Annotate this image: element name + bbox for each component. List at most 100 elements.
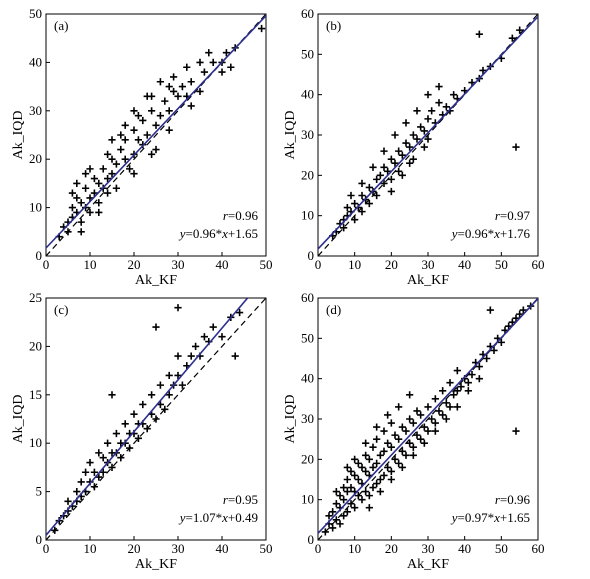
fit-equation: y=0.96*x+1.65 <box>178 226 258 241</box>
data-point <box>170 87 178 96</box>
y-tick-label: 60 <box>301 290 314 305</box>
y-tick-label: 20 <box>301 167 314 182</box>
data-point <box>174 352 182 360</box>
data-point <box>82 468 90 476</box>
data-point <box>99 165 107 173</box>
data-point <box>376 451 384 459</box>
data-point <box>483 354 491 363</box>
data-point <box>369 443 377 451</box>
x-tick-label: 0 <box>43 257 50 272</box>
data-point <box>402 139 410 147</box>
data-point <box>152 121 160 129</box>
data-point <box>209 323 217 331</box>
data-point <box>90 189 98 197</box>
data-point <box>343 463 351 471</box>
y-tick-label: 10 <box>301 492 314 507</box>
data-point <box>121 155 129 163</box>
fit-line <box>318 298 538 535</box>
data-point <box>373 175 381 183</box>
data-point <box>479 66 487 75</box>
data-point <box>424 91 432 99</box>
fit-equation: y=0.97*x+1.65 <box>450 510 530 525</box>
data-point <box>402 427 410 435</box>
data-point <box>417 411 425 419</box>
data-point <box>347 500 355 508</box>
y-axis-title: Ak_IQD <box>283 111 298 160</box>
y-axis-title: Ak_IQD <box>11 111 26 160</box>
data-point <box>384 167 392 175</box>
x-tick-label: 40 <box>216 541 229 556</box>
data-point <box>134 112 142 120</box>
data-point <box>231 352 239 360</box>
panel-label: (d) <box>326 302 341 317</box>
data-point <box>351 199 359 208</box>
data-point <box>409 419 417 427</box>
data-point <box>431 395 439 403</box>
data-point <box>347 467 355 476</box>
data-point <box>121 136 129 144</box>
y-tick-label: 20 <box>29 338 42 353</box>
x-tick-label: 20 <box>128 541 141 556</box>
scatter-panel-2: 0 10 20 30 40 50 60 0 10 20 30 40 50 60 Ak_KF Ak_IQD (b)… <box>283 6 545 288</box>
data-point <box>512 143 520 151</box>
data-point <box>512 427 520 435</box>
x-tick-label: 30 <box>422 257 435 272</box>
data-point <box>130 170 138 178</box>
data-point <box>183 63 191 71</box>
data-point <box>431 419 439 427</box>
data-point <box>82 170 90 178</box>
data-point <box>446 379 454 387</box>
data-point <box>121 420 129 428</box>
data-point <box>431 427 439 435</box>
y-tick-label: 20 <box>301 451 314 466</box>
data-point <box>209 58 217 66</box>
data-point <box>391 431 399 439</box>
data-point <box>108 136 116 144</box>
data-point <box>384 439 392 447</box>
r-annotation: r=0.95 <box>223 492 258 507</box>
x-tick-label: 20 <box>128 257 141 272</box>
data-point <box>358 179 366 187</box>
data-point <box>395 403 403 411</box>
data-point <box>86 458 94 467</box>
data-point <box>139 400 147 409</box>
data-point <box>442 415 450 423</box>
data-point <box>258 24 266 33</box>
data-point <box>391 455 399 463</box>
data-point <box>77 199 85 207</box>
data-point <box>358 496 366 504</box>
y-tick-label: 0 <box>308 532 315 547</box>
data-point <box>351 455 359 463</box>
data-point <box>373 459 381 467</box>
data-point <box>95 208 103 217</box>
data-point <box>121 121 129 129</box>
data-point <box>358 191 366 200</box>
data-point <box>380 427 388 435</box>
data-point <box>406 159 414 167</box>
data-point <box>73 488 81 496</box>
data-point <box>508 34 516 42</box>
data-point <box>148 391 156 399</box>
x-tick-label: 10 <box>348 541 361 556</box>
data-point <box>380 147 388 155</box>
y-axis-title: Ak_IQD <box>283 395 298 444</box>
data-point <box>486 306 494 314</box>
data-point <box>468 78 476 87</box>
x-tick-label: 10 <box>348 257 361 272</box>
data-point <box>170 73 178 81</box>
data-point <box>332 488 340 496</box>
data-point <box>362 467 370 476</box>
data-point <box>453 403 461 411</box>
x-tick-label: 0 <box>315 257 322 272</box>
data-point <box>387 155 395 163</box>
data-point <box>336 492 344 500</box>
data-point <box>435 99 443 107</box>
data-point <box>373 479 381 488</box>
y-tick-label: 5 <box>36 484 43 499</box>
data-point <box>395 167 403 175</box>
data-point <box>490 346 498 355</box>
data-point <box>329 524 337 532</box>
data-point <box>402 119 410 127</box>
x-axis-title: Ak_KF <box>407 557 449 572</box>
r-annotation: r=0.97 <box>495 208 531 223</box>
